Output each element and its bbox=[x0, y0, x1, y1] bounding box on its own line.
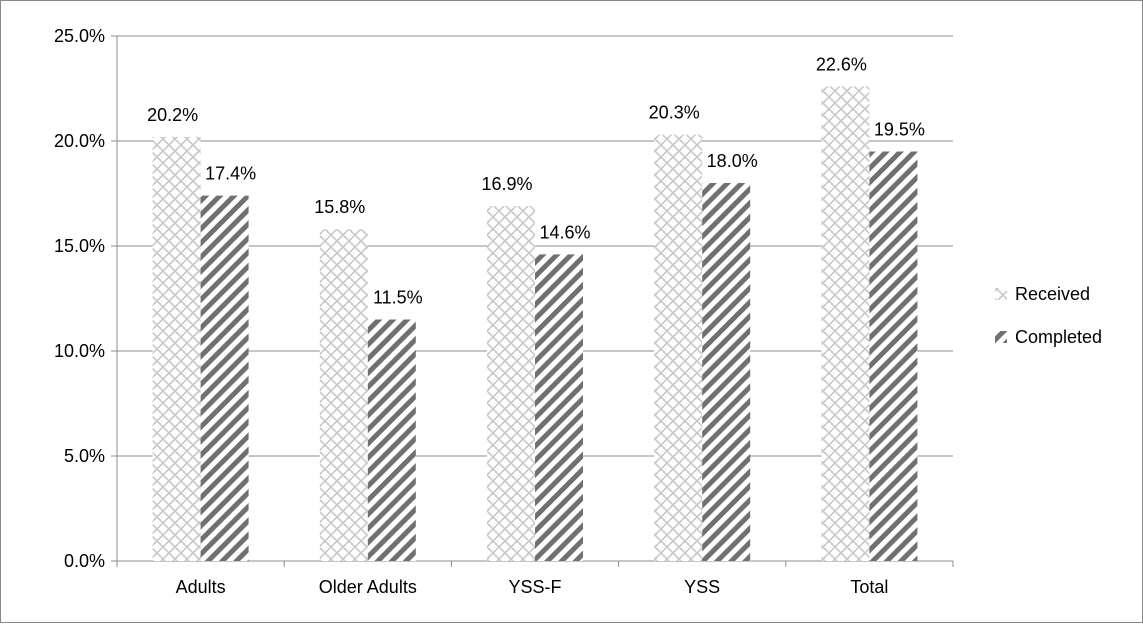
legend-label: Completed bbox=[1015, 327, 1102, 347]
y-tick-label: 25.0% bbox=[54, 26, 105, 46]
x-category-label: YSS-F bbox=[508, 577, 561, 597]
axes: 0.0% 5.0% 10.0% 15.0% 20.0% 25.0% Adults Older … bbox=[54, 26, 954, 597]
y-tick-label: 10.0% bbox=[54, 341, 105, 361]
y-tick-label: 20.0% bbox=[54, 131, 105, 151]
data-label: 14.6% bbox=[539, 222, 590, 242]
legend-label: Received bbox=[1015, 284, 1090, 304]
bar-received bbox=[487, 206, 535, 561]
data-label: 20.3% bbox=[649, 103, 700, 123]
legend: Received Completed bbox=[995, 284, 1102, 347]
data-label: 20.2% bbox=[147, 105, 198, 125]
data-label: 15.8% bbox=[314, 197, 365, 217]
y-tick-label: 5.0% bbox=[64, 446, 105, 466]
data-label: 16.9% bbox=[481, 174, 532, 194]
bar-received bbox=[319, 229, 368, 561]
bar-received bbox=[152, 136, 201, 562]
y-tick-label: 0.0% bbox=[64, 551, 105, 571]
legend-swatch-completed bbox=[995, 331, 1007, 343]
bar-received bbox=[821, 86, 870, 562]
x-category-label: Adults bbox=[176, 577, 226, 597]
data-label: 22.6% bbox=[816, 54, 867, 74]
bars bbox=[152, 86, 918, 562]
legend-swatch-received bbox=[995, 288, 1007, 300]
data-label: 18.0% bbox=[707, 151, 758, 171]
bar-completed bbox=[367, 319, 416, 561]
y-tick-label: 15.0% bbox=[54, 236, 105, 256]
bar-completed bbox=[869, 151, 918, 561]
data-label: 17.4% bbox=[205, 164, 256, 184]
data-label: 19.5% bbox=[874, 120, 925, 140]
bar-received bbox=[654, 134, 703, 561]
data-labels: 20.2% 17.4% 15.8% 11.5% 16.9% 14.6% 20.3% 18.0%… bbox=[147, 54, 925, 307]
x-category-label: Older Adults bbox=[319, 577, 417, 597]
bar-completed bbox=[702, 183, 751, 561]
x-category-label: Total bbox=[850, 577, 888, 597]
bar-completed bbox=[200, 195, 249, 561]
bar-completed bbox=[535, 254, 583, 561]
data-label: 11.5% bbox=[373, 288, 423, 308]
x-category-label: YSS bbox=[684, 577, 720, 597]
